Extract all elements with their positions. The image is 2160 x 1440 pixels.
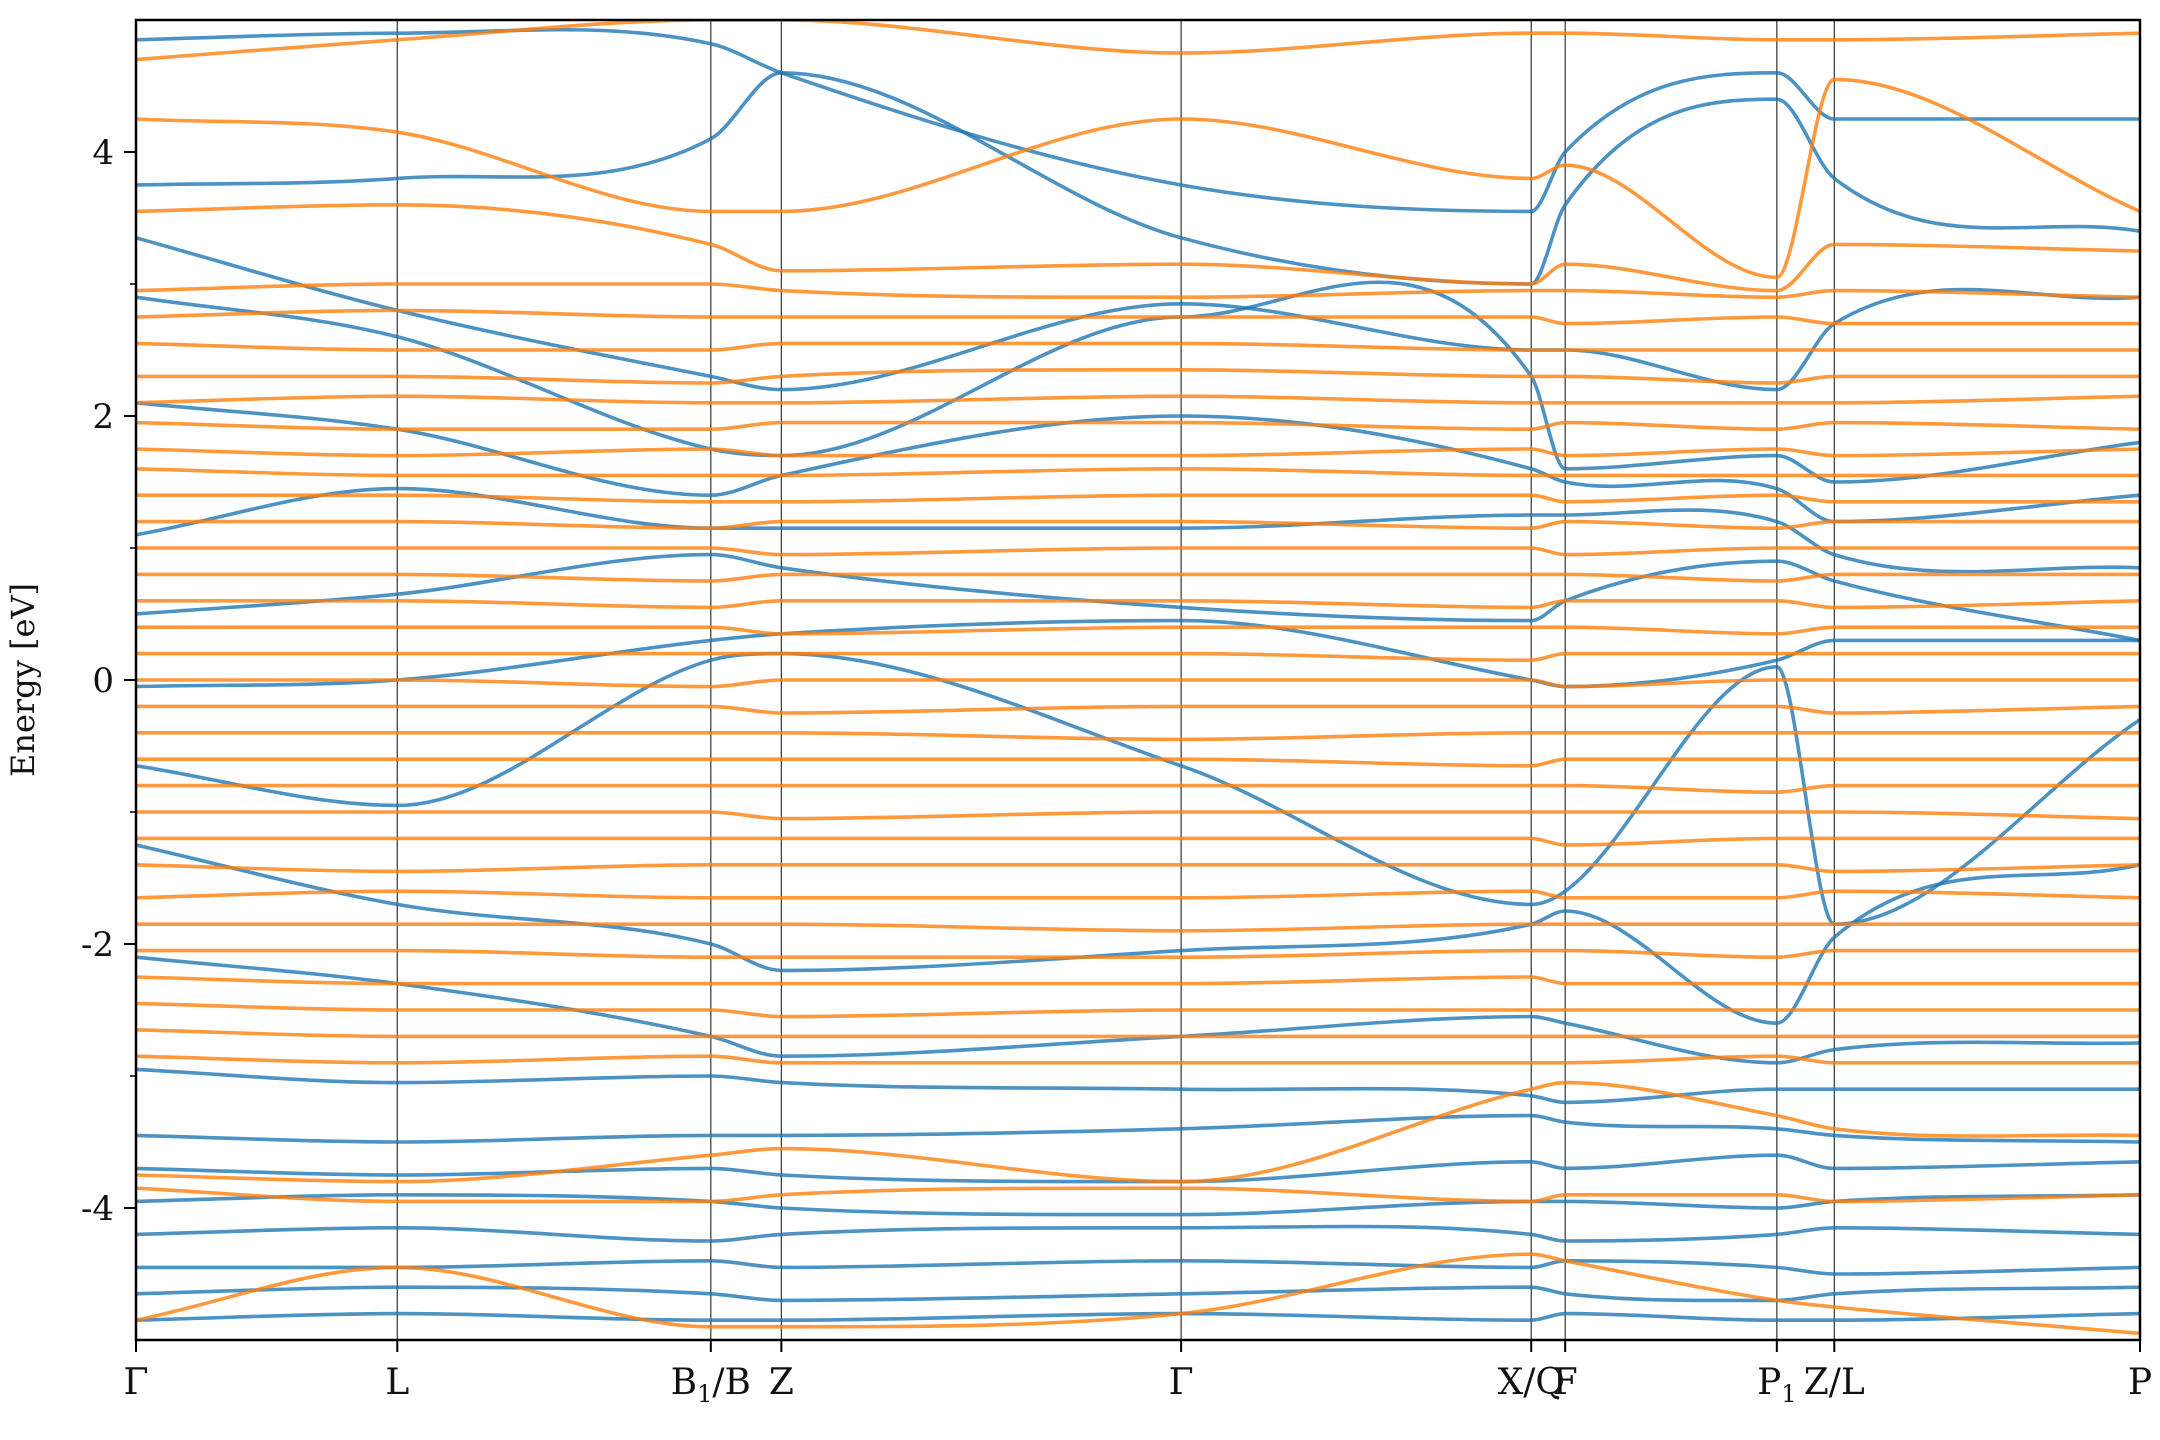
band-line-2-31 <box>136 1001 2140 1019</box>
band-line-2-23 <box>136 783 2140 794</box>
band-line-2-36 <box>136 1252 2140 1336</box>
band-line-2-3 <box>136 203 2140 293</box>
y-axis-label: Energy [eV] <box>4 583 42 777</box>
band-series-1 <box>136 27 2140 1323</box>
band-line-1-9 <box>136 651 2140 926</box>
band-line-2-18 <box>136 651 2140 662</box>
band-line-2-27 <box>136 889 2140 900</box>
band-line-2-20 <box>136 704 2140 715</box>
kpoint-label: X/Q <box>1498 1362 1565 1403</box>
band-line-1-10 <box>136 843 2140 1025</box>
band-line-2-8 <box>136 394 2140 405</box>
band-line-2-21 <box>136 730 2140 742</box>
band-line-1-18 <box>136 1285 2140 1303</box>
band-line-1-3 <box>136 236 2140 392</box>
band-line-2-6 <box>136 341 2140 352</box>
band-line-2-33 <box>136 1054 2140 1065</box>
band-line-2-10 <box>136 447 2140 458</box>
band-line-1-15 <box>136 1193 2140 1217</box>
band-line-2-5 <box>136 308 2140 326</box>
band-line-2-19 <box>136 678 2140 689</box>
band-line-2-7 <box>136 367 2140 385</box>
band-line-2-24 <box>136 810 2140 821</box>
y-tick-label: -4 <box>81 1189 114 1229</box>
band-line-2-14 <box>136 546 2140 557</box>
kpoint-label: Γ <box>124 1362 149 1403</box>
band-line-1-19 <box>136 1311 2140 1323</box>
band-line-1-12 <box>136 1067 2140 1105</box>
y-axis-ticks: 4 2 0 -2 -4 <box>81 133 136 1229</box>
band-line-2-4 <box>136 282 2140 300</box>
band-line-1-8 <box>136 618 2140 689</box>
band-line-2-1 <box>136 20 2140 62</box>
band-line-2-25 <box>136 836 2140 847</box>
band-line-2-13 <box>136 519 2140 530</box>
band-line-2-2 <box>136 77 2140 280</box>
band-line-2-15 <box>136 572 2140 583</box>
band-line-2-11 <box>136 467 2140 478</box>
band-line-2-16 <box>136 598 2140 610</box>
band-series-2 <box>136 20 2140 1336</box>
band-line-1-13 <box>136 1113 2140 1144</box>
band-line-2-26 <box>136 862 2140 874</box>
kpoint-label: P <box>2128 1362 2152 1403</box>
band-line-2-28 <box>136 922 2140 933</box>
band-line-2-32 <box>136 1028 2140 1039</box>
band-line-1-7 <box>136 552 2140 643</box>
y-tick-label: 4 <box>92 133 114 173</box>
y-tick-label: 2 <box>92 397 114 437</box>
band-line-2-12 <box>136 493 2140 504</box>
band-line-2-22 <box>136 757 2140 768</box>
kpoint-label: P1 <box>1757 1362 1797 1408</box>
band-line-1-16 <box>136 1224 2140 1243</box>
band-line-1-2 <box>136 71 2140 286</box>
kpoint-label: Γ <box>1169 1362 1194 1403</box>
y-tick-label: -2 <box>81 925 114 965</box>
band-line-2-34 <box>136 1080 2140 1184</box>
band-lines <box>136 20 2140 1336</box>
band-line-1-5 <box>136 401 2140 524</box>
kpoint-label: L <box>385 1362 409 1403</box>
kpoint-label: F <box>1553 1362 1578 1403</box>
y-tick-label: 0 <box>92 661 114 701</box>
kpoint-label: Z/L <box>1804 1362 1865 1403</box>
kpoint-label: B1/B <box>671 1362 751 1408</box>
band-line-2-29 <box>136 948 2140 960</box>
band-line-2-35 <box>136 1186 2140 1204</box>
band-line-2-17 <box>136 625 2140 636</box>
band-line-1-4 <box>136 280 2140 484</box>
band-line-1-17 <box>136 1259 2140 1276</box>
band-line-2-9 <box>136 420 2140 432</box>
x-axis-kpoint-labels: Γ L B1/B Z Γ X/QF P1 Z/L P <box>124 1340 2152 1408</box>
band-line-2-30 <box>136 975 2140 986</box>
kpoint-label: Z <box>769 1362 794 1403</box>
band-line-1-14 <box>136 1153 2140 1184</box>
